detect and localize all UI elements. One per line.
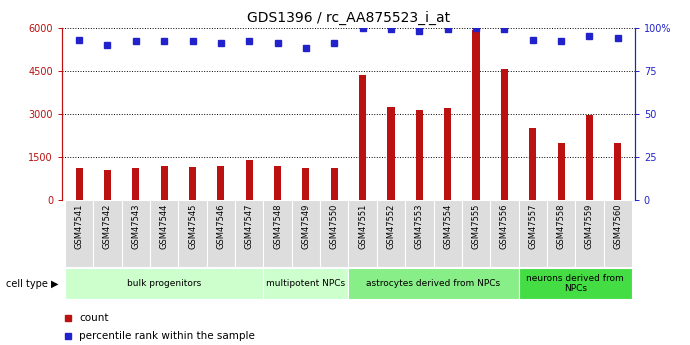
FancyBboxPatch shape <box>547 200 575 267</box>
FancyBboxPatch shape <box>348 200 377 267</box>
FancyBboxPatch shape <box>292 200 320 267</box>
Text: GSM47544: GSM47544 <box>159 204 168 249</box>
Text: GSM47549: GSM47549 <box>302 204 310 249</box>
Bar <box>416 110 423 200</box>
Bar <box>473 30 480 200</box>
FancyBboxPatch shape <box>462 200 490 267</box>
FancyBboxPatch shape <box>264 200 292 267</box>
Text: GSM47556: GSM47556 <box>500 204 509 249</box>
Text: GSM47546: GSM47546 <box>217 204 226 249</box>
Bar <box>558 142 564 200</box>
FancyBboxPatch shape <box>93 200 121 267</box>
Bar <box>586 115 593 200</box>
Bar <box>529 128 536 200</box>
FancyBboxPatch shape <box>519 200 547 267</box>
Text: GSM47542: GSM47542 <box>103 204 112 249</box>
Bar <box>189 167 196 200</box>
Text: GSM47552: GSM47552 <box>386 204 395 249</box>
FancyBboxPatch shape <box>405 200 433 267</box>
Text: GSM47557: GSM47557 <box>529 204 538 249</box>
Text: GSM47548: GSM47548 <box>273 204 282 249</box>
FancyBboxPatch shape <box>604 200 632 267</box>
FancyBboxPatch shape <box>348 268 519 299</box>
Bar <box>444 108 451 200</box>
Bar <box>614 142 621 200</box>
Text: GSM47543: GSM47543 <box>131 204 140 249</box>
FancyBboxPatch shape <box>264 268 348 299</box>
Text: GSM47560: GSM47560 <box>613 204 622 249</box>
Bar <box>359 75 366 200</box>
Text: GSM47545: GSM47545 <box>188 204 197 249</box>
FancyBboxPatch shape <box>235 200 264 267</box>
FancyBboxPatch shape <box>65 268 264 299</box>
Text: multipotent NPCs: multipotent NPCs <box>266 279 346 288</box>
Bar <box>104 170 111 200</box>
Bar <box>217 166 224 200</box>
Text: GSM47555: GSM47555 <box>471 204 480 249</box>
FancyBboxPatch shape <box>575 200 604 267</box>
Text: GSM47559: GSM47559 <box>585 204 594 249</box>
Bar <box>274 167 281 200</box>
Text: neurons derived from
NPCs: neurons derived from NPCs <box>526 274 624 294</box>
Bar <box>331 168 338 200</box>
Text: GSM47554: GSM47554 <box>443 204 452 249</box>
Bar <box>387 107 395 200</box>
Bar <box>132 168 139 200</box>
Bar <box>501 69 508 200</box>
Title: GDS1396 / rc_AA875523_i_at: GDS1396 / rc_AA875523_i_at <box>247 11 450 25</box>
FancyBboxPatch shape <box>150 200 178 267</box>
Text: GSM47553: GSM47553 <box>415 204 424 249</box>
FancyBboxPatch shape <box>490 200 519 267</box>
Text: bulk progenitors: bulk progenitors <box>127 279 201 288</box>
Text: GSM47550: GSM47550 <box>330 204 339 249</box>
Text: GSM47558: GSM47558 <box>557 204 566 249</box>
FancyBboxPatch shape <box>65 200 93 267</box>
FancyBboxPatch shape <box>121 200 150 267</box>
Text: count: count <box>79 313 109 323</box>
FancyBboxPatch shape <box>320 200 348 267</box>
Bar <box>161 167 168 200</box>
Bar <box>246 160 253 200</box>
Text: GSM47541: GSM47541 <box>75 204 83 249</box>
Text: percentile rank within the sample: percentile rank within the sample <box>79 331 255 341</box>
FancyBboxPatch shape <box>519 268 632 299</box>
Text: GSM47547: GSM47547 <box>245 204 254 249</box>
Text: cell type ▶: cell type ▶ <box>6 279 59 289</box>
Text: GSM47551: GSM47551 <box>358 204 367 249</box>
FancyBboxPatch shape <box>207 200 235 267</box>
FancyBboxPatch shape <box>178 200 207 267</box>
FancyBboxPatch shape <box>377 200 405 267</box>
FancyBboxPatch shape <box>433 200 462 267</box>
Bar <box>76 168 83 200</box>
Bar <box>302 168 310 200</box>
Text: astrocytes derived from NPCs: astrocytes derived from NPCs <box>366 279 500 288</box>
